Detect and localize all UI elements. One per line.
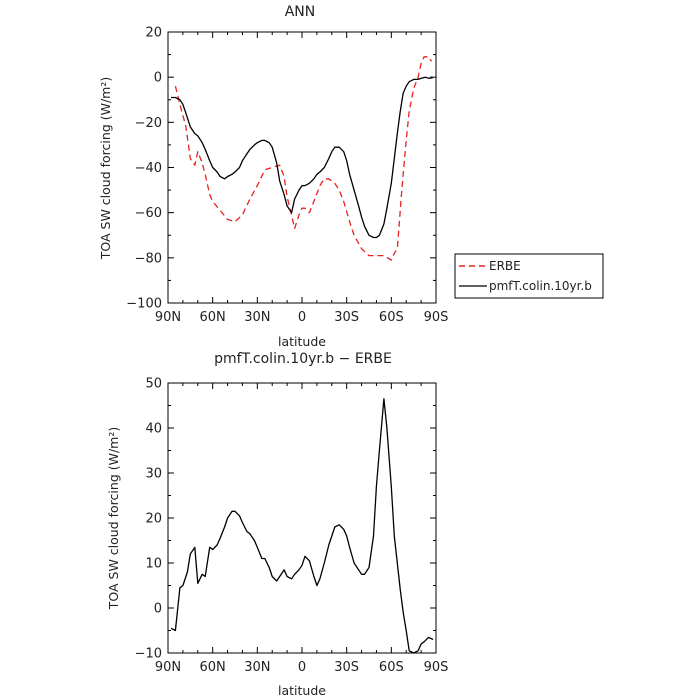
y-tick-label: 10	[145, 557, 162, 572]
y-tick-label: 50	[145, 377, 162, 392]
legend-entry-erbe: ERBE	[459, 259, 521, 273]
y-tick-label: −10	[135, 647, 162, 662]
x-tick-label: 0	[298, 660, 306, 675]
y-tick-label: 40	[145, 422, 162, 437]
y-tick-label: −80	[135, 251, 162, 266]
bottom-chart-panel: pmfT.colin.10yr.b − ERBE 90N 60N 30N 0 30S 60…	[106, 351, 448, 698]
legend: ERBE pmfT.colin.10yr.b	[454, 253, 604, 299]
series-line-difference	[170, 398, 434, 654]
x-tick-label: 30S	[334, 310, 359, 325]
legend-label-erbe: ERBE	[489, 259, 521, 273]
top-chart-panel: ANN 90N 60N 30N 0 30S 60S 90S 20 0 −20 −40 −60 −80 −1…	[98, 4, 448, 349]
series-layer	[171, 56, 434, 261]
x-tick-label: 90N	[155, 310, 181, 325]
series-line-erbe	[174, 56, 433, 261]
x-tick-label: 90S	[424, 310, 449, 325]
y-tick-label: −60	[135, 206, 162, 221]
plot-frame	[167, 382, 437, 654]
x-axis-title: latitude	[278, 334, 326, 349]
chart-title: pmfT.colin.10yr.b − ERBE	[214, 351, 392, 367]
legend-entry-model: pmfT.colin.10yr.b	[459, 279, 592, 293]
y-axis-title: TOA SW cloud forcing (W/m²)	[98, 77, 113, 260]
y-axis-title: TOA SW cloud forcing (W/m²)	[106, 427, 121, 610]
x-tick-label: 30N	[244, 660, 270, 675]
y-tick-label: 30	[145, 467, 162, 482]
x-tick-label: 90N	[155, 660, 181, 675]
plot-frame	[167, 31, 437, 304]
x-tick-label: 60N	[200, 660, 226, 675]
x-tick-label: 30S	[334, 660, 359, 675]
series-layer	[170, 398, 434, 654]
x-axis-title: latitude	[278, 683, 326, 698]
x-tick-label: 60N	[200, 310, 226, 325]
chart-title: ANN	[285, 4, 316, 20]
x-tick-label: 30N	[244, 310, 270, 325]
y-tick-label: −100	[126, 297, 162, 312]
y-tick-label: −40	[135, 161, 162, 176]
series-line-pmft-colin-10yr-b	[171, 76, 434, 239]
legend-box	[454, 253, 604, 299]
axis-ticks: 90N 60N 30N 0 30S 60S 90S 50 40 30 20 10 0 −10	[135, 377, 449, 676]
y-tick-label: 0	[154, 602, 162, 617]
y-tick-label: 20	[145, 512, 162, 527]
legend-label-model: pmfT.colin.10yr.b	[489, 279, 592, 293]
axis-ticks: 90N 60N 30N 0 30S 60S 90S 20 0 −20 −40 −60 −80 −100	[126, 26, 448, 326]
y-tick-label: 20	[145, 26, 162, 41]
x-tick-label: 0	[298, 310, 306, 325]
y-tick-label: −20	[135, 116, 162, 131]
x-tick-label: 60S	[379, 310, 404, 325]
y-tick-label: 0	[154, 71, 162, 86]
x-tick-label: 60S	[379, 660, 404, 675]
x-tick-label: 90S	[424, 660, 449, 675]
